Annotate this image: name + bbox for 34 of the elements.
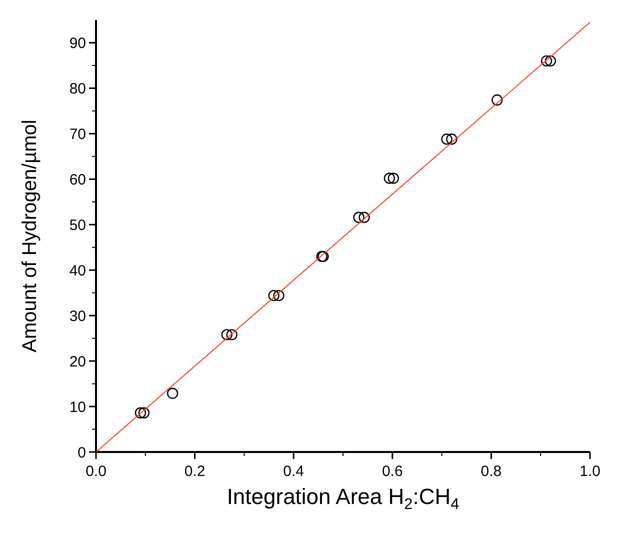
point [358,212,370,223]
x-tick-label: 0.6 [382,463,403,480]
point [273,290,284,302]
x-tick-label: 0.8 [480,463,502,480]
y-tick-label: 10 [69,398,86,416]
x-axis-title: Integration Area H$_{2}$:CH$_{4}$ [226,484,460,512]
y-tick-label: 20 [69,353,86,370]
point [441,134,452,145]
y-tick-label: 0 [78,444,86,462]
point [384,172,396,184]
point [226,329,238,340]
y-tick-label: 80 [69,80,86,98]
point [138,407,150,418]
x-tick-label: 0.0 [86,463,106,480]
y-tick-label: 30 [69,308,86,325]
point [388,172,399,184]
point [166,388,178,399]
point [492,94,503,106]
point [353,212,364,223]
point [221,329,233,340]
point [268,290,280,302]
y-tick-label: 60 [69,171,86,188]
y-tick-label: 90 [69,34,86,52]
point [446,134,458,145]
y-tick-label: 70 [69,126,86,143]
x-tick-label: 1.0 [580,463,600,480]
x-tick-label: 0.4 [283,463,304,480]
y-tick-label: 40 [69,262,86,280]
y-axis-title: Amount of Hydrogen/µmol [19,120,41,352]
point [540,55,552,67]
y-tick-label: 50 [69,216,86,234]
point [544,55,556,67]
x-tick-label: 0.2 [184,463,206,480]
point [134,407,146,418]
